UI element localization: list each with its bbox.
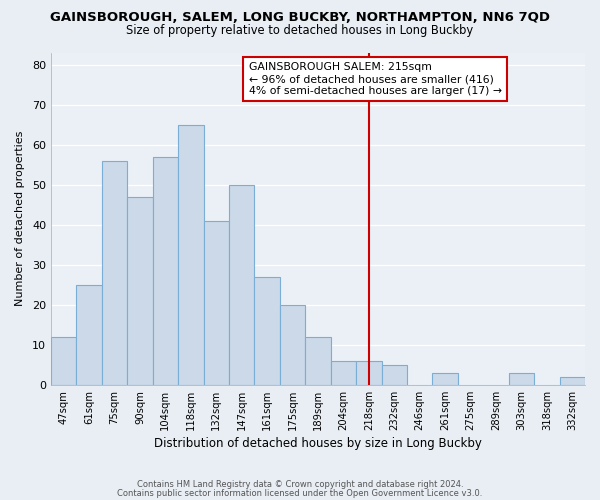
Bar bbox=[152, 156, 178, 385]
Bar bbox=[229, 184, 254, 385]
Bar bbox=[560, 377, 585, 385]
Text: Size of property relative to detached houses in Long Buckby: Size of property relative to detached ho… bbox=[127, 24, 473, 37]
Text: GAINSBOROUGH, SALEM, LONG BUCKBY, NORTHAMPTON, NN6 7QD: GAINSBOROUGH, SALEM, LONG BUCKBY, NORTHA… bbox=[50, 11, 550, 24]
Y-axis label: Number of detached properties: Number of detached properties bbox=[15, 131, 25, 306]
Bar bbox=[331, 361, 356, 385]
Bar bbox=[356, 361, 382, 385]
X-axis label: Distribution of detached houses by size in Long Buckby: Distribution of detached houses by size … bbox=[154, 437, 482, 450]
Bar bbox=[203, 220, 229, 385]
Bar bbox=[127, 196, 152, 385]
Bar bbox=[305, 337, 331, 385]
Text: Contains public sector information licensed under the Open Government Licence v3: Contains public sector information licen… bbox=[118, 488, 482, 498]
Bar bbox=[254, 276, 280, 385]
Bar bbox=[433, 373, 458, 385]
Bar bbox=[76, 284, 102, 385]
Text: Contains HM Land Registry data © Crown copyright and database right 2024.: Contains HM Land Registry data © Crown c… bbox=[137, 480, 463, 489]
Bar bbox=[178, 124, 203, 385]
Text: GAINSBOROUGH SALEM: 215sqm
← 96% of detached houses are smaller (416)
4% of semi: GAINSBOROUGH SALEM: 215sqm ← 96% of deta… bbox=[248, 62, 502, 96]
Bar bbox=[280, 304, 305, 385]
Bar bbox=[51, 337, 76, 385]
Bar bbox=[102, 160, 127, 385]
Bar bbox=[509, 373, 534, 385]
Bar bbox=[382, 365, 407, 385]
